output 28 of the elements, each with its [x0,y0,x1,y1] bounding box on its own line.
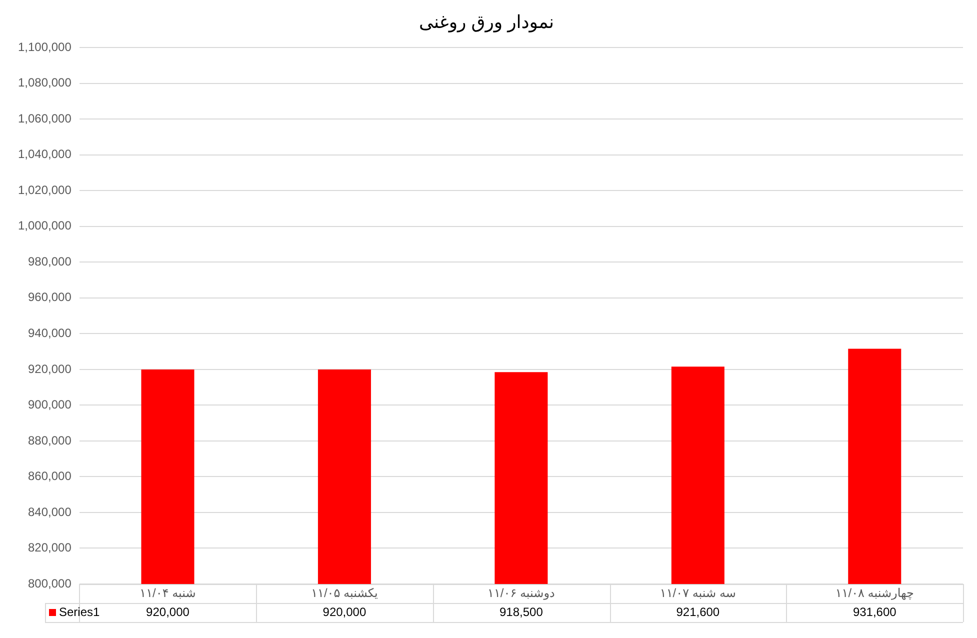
x-tick-label: سه شنبه ۱۱/۰۷ [660,586,736,600]
y-tick-label: 840,000 [28,504,72,519]
x-tick-label: چهارشنبه ۱۱/۰۸ [835,586,914,600]
y-tick-label: 800,000 [28,576,72,590]
y-tick-label: 980,000 [28,254,72,268]
y-tick-label: 880,000 [28,433,72,448]
y-tick-label: 1,040,000 [18,147,72,162]
data-label: 921,600 [676,604,720,619]
y-tick-label: 1,000,000 [18,218,72,233]
y-tick-label: 1,020,000 [18,182,72,197]
x-tick-label: شنبه ۱۱/۰۴ [140,586,196,600]
y-tick-label: 1,100,000 [18,40,72,54]
data-label: 920,000 [146,604,190,619]
data-label: 920,000 [322,604,366,619]
chart-title: نمودار ورق روغنی [418,12,554,33]
y-tick-label: 820,000 [28,540,72,555]
y-tick-label: 900,000 [28,398,72,412]
y-tick-label: 860,000 [28,469,72,484]
data-label: 931,600 [852,604,897,619]
y-tick-label: 920,000 [28,362,72,376]
y-tick-label: 1,080,000 [18,76,72,90]
y-tick-label: 960,000 [28,290,72,304]
y-tick-label: 1,060,000 [18,111,72,126]
x-tick-label: یکشنبه ۱۱/۰۵ [311,586,378,600]
x-tick-label: دوشنبه ۱۱/۰۶ [488,586,555,600]
y-tick-label: 940,000 [28,326,72,340]
legend-label: Series1 [59,604,100,619]
data-label: 918,500 [499,604,544,619]
